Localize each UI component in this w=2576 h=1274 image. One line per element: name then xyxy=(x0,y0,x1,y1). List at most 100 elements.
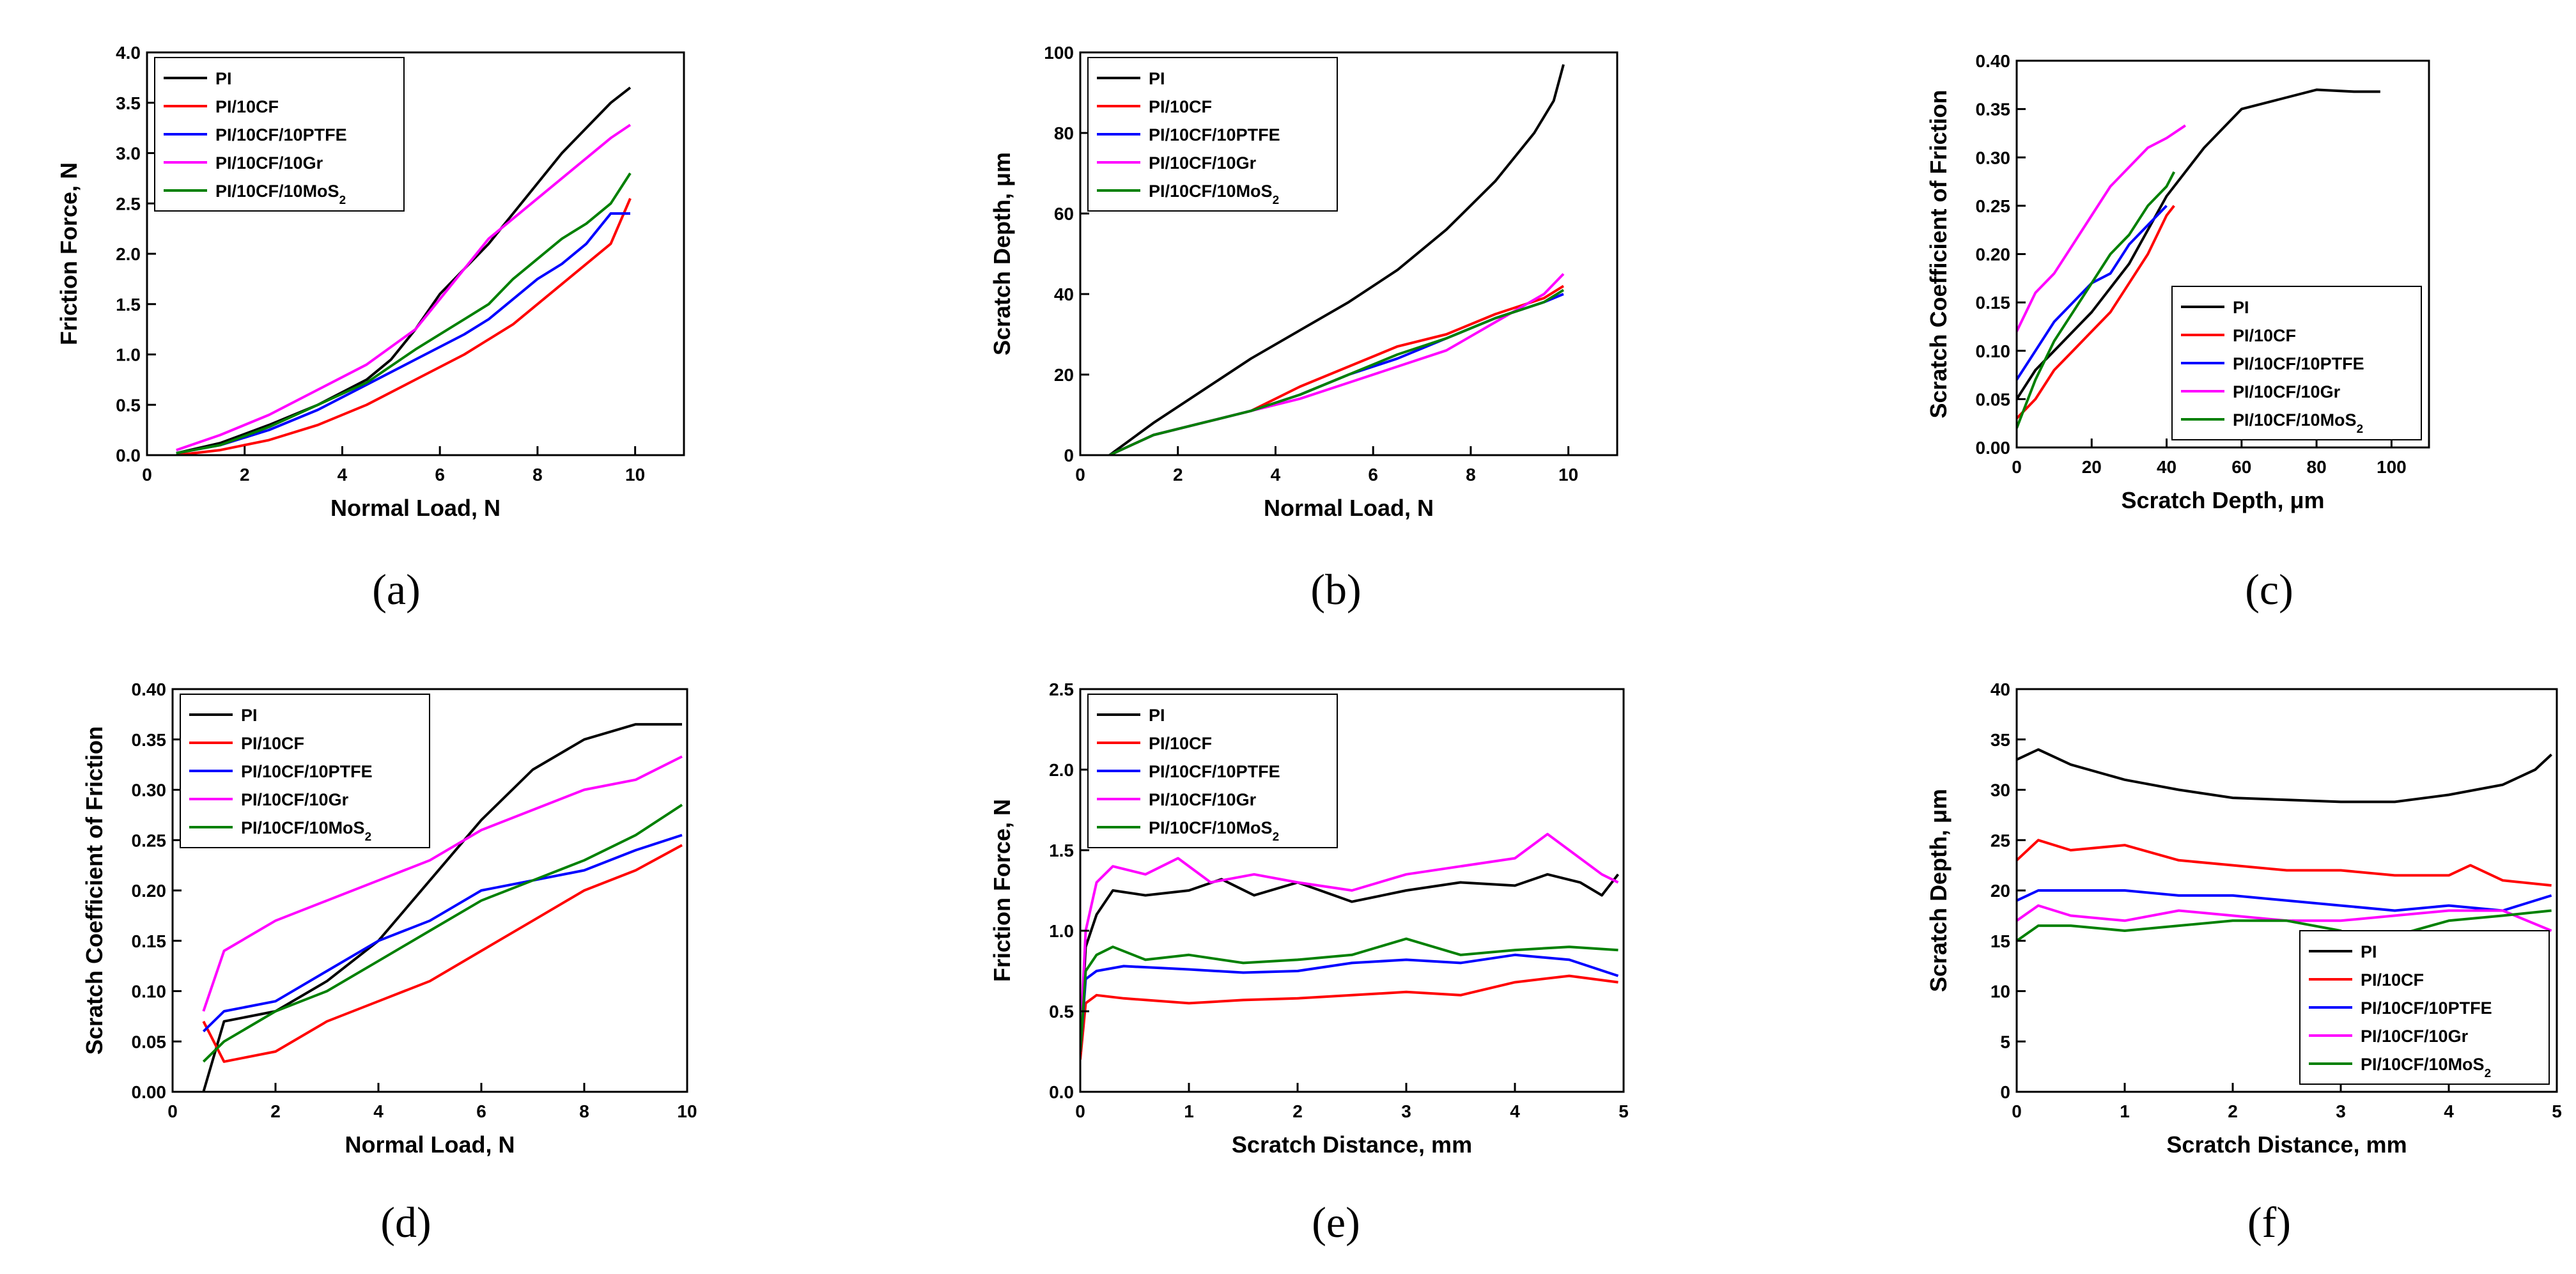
y-tick-label: 1.0 xyxy=(116,345,141,365)
x-tick-label: 0 xyxy=(1075,1101,1085,1121)
panel-label: (f) xyxy=(2247,1198,2291,1247)
x-tick-label: 0 xyxy=(1075,465,1085,485)
series-line-pi-10cf-10mos2 xyxy=(1080,937,1618,1052)
legend-label: PI/10CF xyxy=(1149,734,1212,753)
series-line-pi-10cf-10ptfe xyxy=(2017,889,2552,912)
x-axis-label: Scratch Distance, mm xyxy=(2166,1131,2407,1158)
series-line-pi xyxy=(1108,64,1565,455)
x-tick-label: 0 xyxy=(142,465,152,485)
legend-label: PI/10CF/10MoS2 xyxy=(1149,182,1279,207)
y-tick-label: 40 xyxy=(1990,680,2010,699)
x-tick-label: 6 xyxy=(435,465,445,485)
y-tick-label: 5 xyxy=(2000,1032,2010,1052)
y-tick-label: 0 xyxy=(2000,1082,2010,1102)
x-axis-label: Normal Load, N xyxy=(1264,495,1434,521)
y-tick-label: 0.00 xyxy=(1976,438,2011,458)
x-tick-label: 0 xyxy=(2012,457,2022,477)
x-tick-label: 2 xyxy=(1173,465,1183,485)
x-tick-label: 3 xyxy=(2336,1101,2346,1121)
y-tick-label: 15 xyxy=(1990,931,2010,951)
chart-panel-a: 0 2 4 6 8 10 0.0 0.5 1.0 1.5 2.0 2.5 3.0 3.5 4.0 Normal… xyxy=(56,43,685,614)
series-line-pi-10cf xyxy=(1080,974,1618,1060)
series-line-pi-10cf-10gr xyxy=(2017,904,2552,932)
panel-label: (d) xyxy=(380,1198,431,1247)
series-line-pi-10cf-10mos2 xyxy=(176,172,632,454)
x-tick-label: 0 xyxy=(167,1101,178,1121)
y-tick-label: 80 xyxy=(1054,123,1074,143)
series-line-pi-10cf-10ptfe xyxy=(202,834,683,1032)
y-tick-label: 2.0 xyxy=(116,244,141,264)
x-tick-label: 2 xyxy=(1292,1101,1303,1121)
y-tick-label: 40 xyxy=(1054,284,1074,304)
x-tick-label: 100 xyxy=(2377,457,2407,477)
y-tick-label: 0.25 xyxy=(132,830,167,850)
x-tick-label: 8 xyxy=(532,465,543,485)
x-axis-label: Scratch Distance, mm xyxy=(1232,1131,1472,1158)
y-tick-label: 0.35 xyxy=(132,730,167,750)
legend-label: PI/10CF/10Gr xyxy=(241,790,349,809)
y-tick-label: 0.15 xyxy=(1976,293,2011,313)
x-tick-label: 4 xyxy=(1271,465,1281,485)
y-axis-label: Scratch Depth, μm xyxy=(989,152,1015,355)
series-line-pi-10cf-10ptfe xyxy=(2017,205,2168,381)
y-axis-label: Friction Force, N xyxy=(989,799,1015,982)
x-tick-label: 10 xyxy=(625,465,645,485)
series-line-pi xyxy=(202,723,682,1092)
series-group xyxy=(2017,748,2552,947)
y-tick-label: 0.40 xyxy=(132,680,167,699)
series-group xyxy=(1108,64,1565,455)
legend-label: PI/10CF/10MoS2 xyxy=(215,182,346,207)
y-tick-label: 0.0 xyxy=(116,446,141,465)
y-tick-label: 2.0 xyxy=(1049,760,1074,780)
y-tick-label: 0.35 xyxy=(1976,100,2011,120)
y-tick-label: 0.05 xyxy=(132,1032,167,1052)
legend-label: PI xyxy=(2361,942,2377,961)
legend-label: PI/10CF/10Gr xyxy=(1149,790,1257,809)
x-tick-label: 5 xyxy=(2552,1101,2562,1121)
y-tick-label: 10 xyxy=(1990,982,2010,1002)
y-axis-label: Scratch Depth, μm xyxy=(1925,789,1951,992)
legend-label: PI/10CF/10MoS2 xyxy=(241,818,371,844)
legend-label: PI/10CF/10Gr xyxy=(2361,1027,2469,1046)
series-line-pi-10cf xyxy=(176,198,632,455)
x-tick-label: 5 xyxy=(1618,1101,1629,1121)
y-tick-label: 20 xyxy=(1990,881,2010,901)
legend-label: PI/10CF/10Gr xyxy=(2233,382,2341,401)
y-tick-label: 2.5 xyxy=(1049,680,1074,699)
x-tick-label: 2 xyxy=(240,465,250,485)
legend-label: PI/10CF xyxy=(2361,970,2424,990)
series-line-pi-10cf-10mos2 xyxy=(1108,288,1565,455)
series-group xyxy=(176,86,632,455)
x-axis-label: Normal Load, N xyxy=(345,1131,515,1158)
y-tick-label: 30 xyxy=(1990,781,2010,800)
legend-label: PI/10CF/10PTFE xyxy=(215,125,347,144)
y-tick-label: 60 xyxy=(1054,204,1074,224)
x-tick-label: 0 xyxy=(2012,1101,2022,1121)
x-axis-label: Normal Load, N xyxy=(330,495,500,521)
x-tick-label: 6 xyxy=(476,1101,486,1121)
y-tick-label: 0.30 xyxy=(1976,148,2011,167)
series-group xyxy=(202,723,683,1092)
y-axis-label: Friction Force, N xyxy=(56,162,82,345)
series-line-pi xyxy=(2017,748,2552,804)
series-line-pi-10cf-10gr xyxy=(202,755,683,1012)
y-tick-label: 0.00 xyxy=(132,1082,167,1102)
series-line-pi-10cf-10gr xyxy=(2017,124,2187,332)
x-tick-label: 60 xyxy=(2231,457,2251,477)
legend-label: PI/10CF xyxy=(215,97,279,116)
legend-label: PI/10CF/10Gr xyxy=(1149,153,1257,173)
chart-panel-f: 0 1 2 3 4 5 0 5 10 15 20 25 30 35 40 Scratch Distance, … xyxy=(1925,680,2562,1247)
series-line-pi-10cf-10mos2 xyxy=(2017,909,2552,947)
series-line-pi-10cf-10mos2 xyxy=(202,804,683,1063)
y-axis-label: Scratch Coefficient of Friction xyxy=(81,726,107,1055)
series-line-pi-10cf-10ptfe xyxy=(1080,953,1619,1052)
y-tick-label: 0.10 xyxy=(1976,341,2011,361)
legend: PI PI/10CF PI/10CF/10PTFE PI/10CF/10Gr PI/10… xyxy=(1087,694,1338,848)
x-tick-label: 80 xyxy=(2307,457,2327,477)
legend-label: PI/10CF/10PTFE xyxy=(1149,762,1280,781)
panel-label: (b) xyxy=(1310,565,1361,614)
y-tick-label: 0.40 xyxy=(1976,51,2011,71)
plot-frame xyxy=(1079,51,1618,456)
